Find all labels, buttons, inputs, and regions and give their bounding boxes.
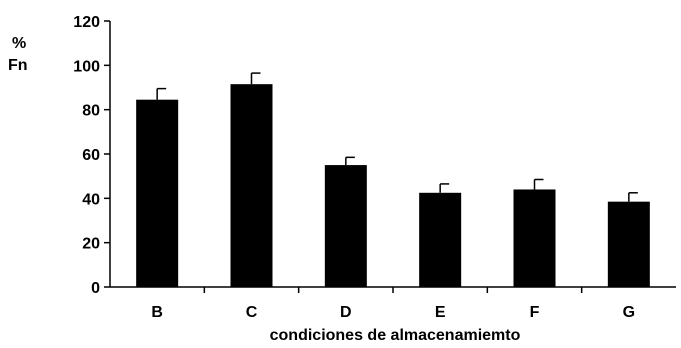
y-tick-label: 20: [82, 236, 100, 253]
x-tick-label: C: [246, 304, 258, 321]
x-tick-label: G: [623, 304, 635, 321]
y-axis-label-line-2: Fn: [8, 57, 28, 74]
y-axis-label-line-1: %: [12, 35, 26, 52]
x-axis-ticks: B C D E F G: [151, 287, 635, 321]
error-bars: [156, 72, 638, 202]
y-tick-label: 80: [82, 103, 100, 120]
x-tick-label: F: [530, 304, 540, 321]
x-tick-label: B: [151, 304, 163, 321]
y-axis-label: % Fn: [8, 35, 28, 74]
bar-g: [607, 201, 650, 287]
x-axis-label: condiciones de almacenamiemto: [270, 327, 521, 344]
x-tick-label: D: [340, 304, 352, 321]
y-tick-label: 100: [73, 58, 100, 75]
x-tick-label: E: [435, 304, 446, 321]
bar-f: [513, 189, 556, 287]
bar-c: [230, 84, 273, 287]
y-tick-label: 60: [82, 147, 100, 164]
axes: [109, 21, 676, 288]
bar-b: [136, 99, 179, 287]
bar-d: [324, 165, 367, 287]
bars: [136, 84, 650, 287]
y-tick-label: 40: [82, 191, 100, 208]
bar-e: [419, 192, 462, 287]
y-tick-label: 0: [91, 280, 100, 297]
y-tick-label: 120: [73, 14, 100, 31]
y-axis-ticks: 0 20 40 60 80 100 120: [73, 14, 110, 297]
